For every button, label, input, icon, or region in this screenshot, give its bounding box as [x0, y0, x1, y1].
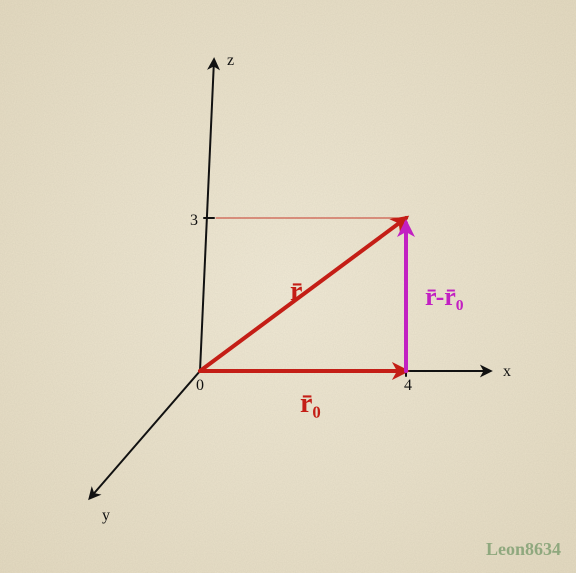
x-axis-label: x	[503, 363, 511, 380]
z-tick-3-label: 3	[190, 212, 198, 229]
vector-r-minus-r0-label: r̄-r̄₀	[425, 282, 464, 311]
z-axis-label: z	[227, 52, 234, 69]
vector-r-label: r̄	[290, 276, 302, 307]
y-axis	[90, 371, 200, 498]
vector-r	[200, 218, 406, 371]
vector-diagram: x z y 4 3 0 r̄₀ r̄ r̄-r̄₀ Leon8634	[0, 0, 576, 573]
origin-label: 0	[196, 377, 204, 394]
x-tick-4-label: 4	[404, 377, 412, 394]
vectors	[200, 218, 406, 371]
vector-r0-label: r̄₀	[300, 388, 321, 419]
z-axis	[200, 60, 214, 371]
watermark: Leon8634	[486, 539, 561, 559]
y-axis-label: y	[102, 507, 110, 524]
labels: x z y 4 3 0 r̄₀ r̄ r̄-r̄₀ Leon8634	[102, 52, 561, 559]
diagram-canvas: x z y 4 3 0 r̄₀ r̄ r̄-r̄₀ Leon8634	[0, 0, 576, 573]
